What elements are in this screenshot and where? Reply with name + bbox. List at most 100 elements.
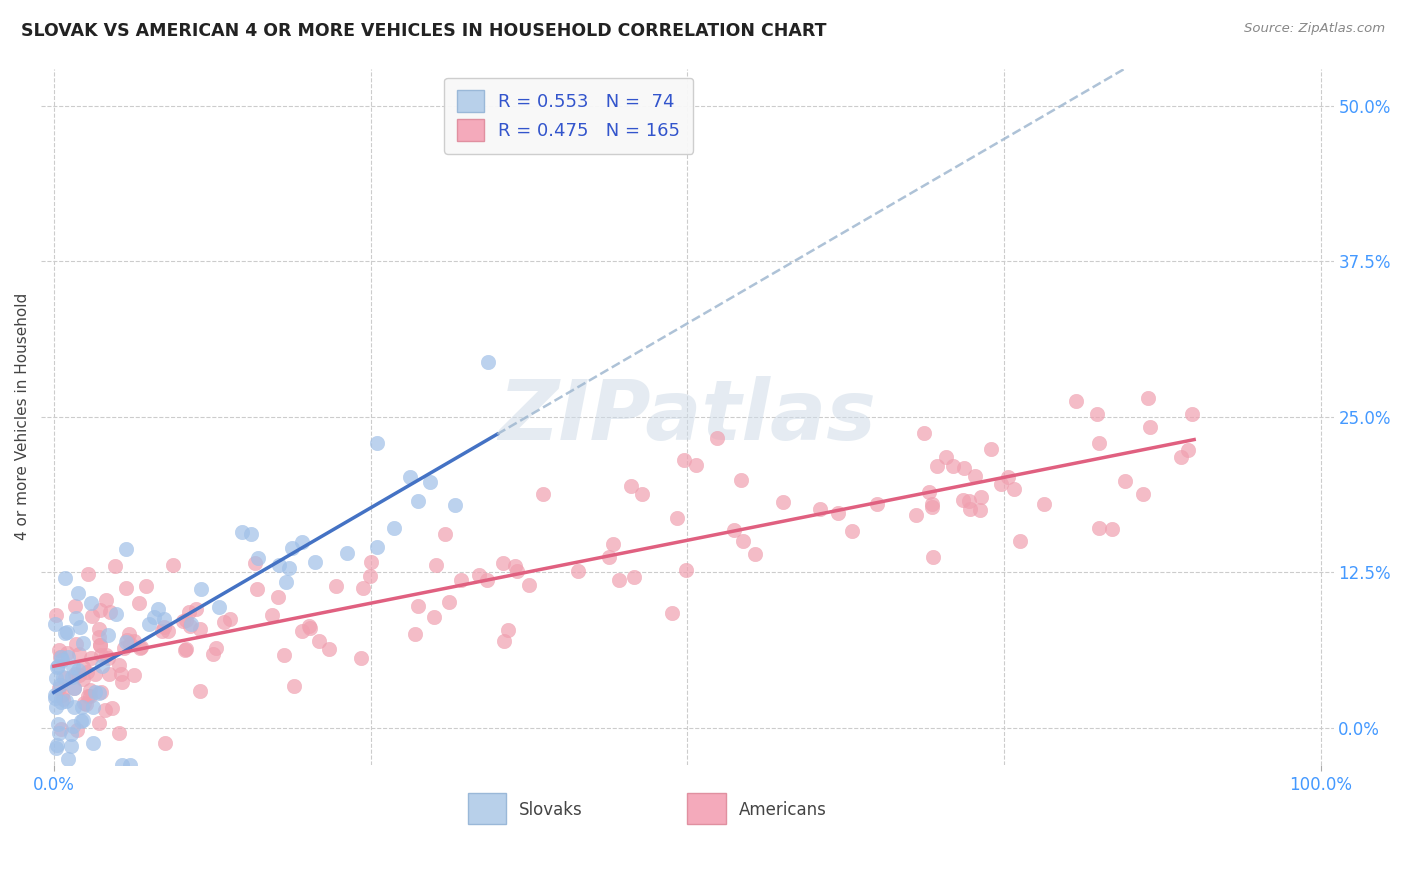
- Point: [62, 719, 84, 733]
- Point: [56, 646, 79, 660]
- Point: [190, 582, 212, 596]
- Point: [97, 628, 120, 642]
- Point: [620, 479, 643, 493]
- Point: [503, 559, 526, 574]
- Point: [188, 622, 211, 636]
- Point: [180, 617, 202, 632]
- Point: [98, 606, 121, 620]
- Point: [48, 643, 70, 657]
- Point: [56, 650, 79, 665]
- Point: [118, 637, 141, 651]
- Point: [67, 663, 90, 677]
- Point: [921, 500, 943, 514]
- Point: [953, 461, 976, 475]
- Point: [205, 640, 228, 655]
- Point: [450, 573, 472, 587]
- Point: [129, 640, 152, 654]
- Point: [247, 550, 270, 565]
- Point: [46, 717, 69, 731]
- Point: [115, 541, 138, 556]
- Point: [425, 558, 447, 572]
- Text: SLOVAK VS AMERICAN 4 OR MORE VEHICLES IN HOUSEHOLD CORRELATION CHART: SLOVAK VS AMERICAN 4 OR MORE VEHICLES IN…: [21, 22, 827, 40]
- Point: [90, 685, 112, 699]
- Point: [75, 698, 97, 712]
- Text: Source: ZipAtlas.com: Source: ZipAtlas.com: [1244, 22, 1385, 36]
- Point: [567, 565, 589, 579]
- Point: [45, 740, 67, 755]
- Point: [685, 458, 707, 472]
- Point: [44, 688, 66, 702]
- Point: [517, 578, 540, 592]
- Point: [281, 541, 304, 555]
- Point: [927, 459, 949, 474]
- Point: [51, 723, 73, 737]
- Point: [129, 640, 152, 655]
- Point: [112, 641, 135, 656]
- Point: [72, 635, 94, 649]
- Point: [408, 599, 430, 613]
- Point: [55, 571, 77, 585]
- Point: [1114, 475, 1136, 489]
- Point: [299, 621, 322, 635]
- Point: [352, 581, 374, 595]
- Point: [959, 501, 981, 516]
- Point: [87, 716, 110, 731]
- Point: [239, 527, 262, 541]
- Point: [62, 681, 84, 695]
- Point: [174, 613, 197, 627]
- Point: [157, 624, 180, 639]
- Point: [1177, 443, 1199, 458]
- Point: [89, 602, 111, 616]
- Point: [283, 679, 305, 693]
- Point: [67, 668, 90, 682]
- Point: [59, 739, 82, 753]
- Point: [350, 650, 373, 665]
- Point: [153, 611, 176, 625]
- Point: [45, 607, 67, 622]
- Point: [69, 620, 91, 634]
- Point: [1033, 497, 1056, 511]
- Point: [267, 590, 290, 604]
- Point: [990, 477, 1012, 491]
- Point: [496, 623, 519, 637]
- Point: [366, 436, 388, 450]
- Point: [174, 642, 197, 657]
- Point: [631, 487, 654, 501]
- Point: [477, 354, 499, 368]
- Point: [53, 626, 76, 640]
- Point: [89, 638, 111, 652]
- Point: [231, 524, 253, 539]
- Point: [172, 614, 194, 628]
- Point: [82, 736, 104, 750]
- Point: [110, 667, 132, 681]
- Point: [963, 469, 986, 483]
- Point: [666, 511, 689, 525]
- Point: [602, 537, 624, 551]
- Point: [52, 670, 75, 684]
- Point: [808, 502, 831, 516]
- Point: [65, 637, 87, 651]
- Point: [335, 546, 357, 560]
- Point: [399, 470, 422, 484]
- Point: [94, 593, 117, 607]
- Point: [208, 599, 231, 614]
- Point: [468, 568, 491, 582]
- Point: [80, 596, 103, 610]
- Point: [218, 611, 240, 625]
- Point: [111, 758, 134, 772]
- Point: [65, 611, 87, 625]
- Point: [122, 667, 145, 681]
- Point: [104, 558, 127, 573]
- Point: [76, 566, 98, 581]
- Point: [152, 620, 174, 634]
- Point: [273, 648, 295, 662]
- Point: [55, 694, 77, 708]
- Point: [115, 632, 138, 647]
- Point: [44, 617, 66, 632]
- Point: [65, 599, 87, 613]
- Point: [274, 574, 297, 589]
- Point: [304, 555, 326, 569]
- Point: [706, 431, 728, 445]
- Point: [79, 689, 101, 703]
- Point: [623, 570, 645, 584]
